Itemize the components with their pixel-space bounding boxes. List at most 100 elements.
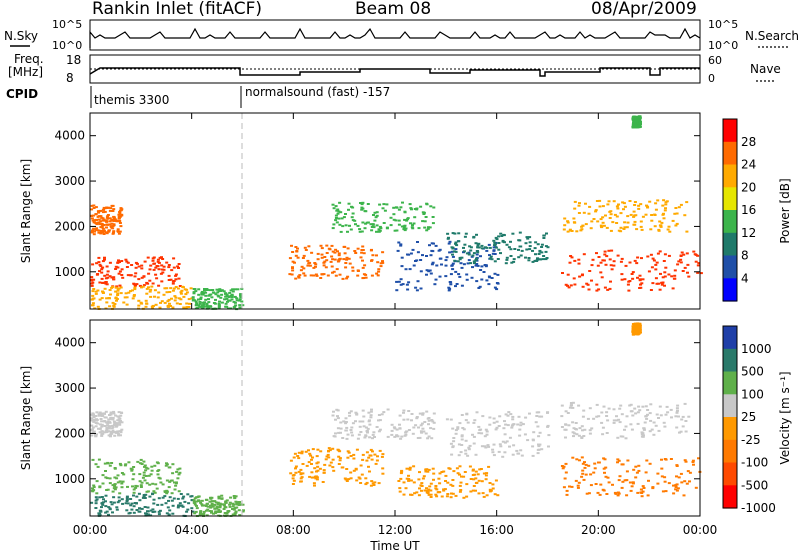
velocity-cell: [235, 503, 239, 506]
velocity-cell: [338, 457, 342, 460]
velocity-cell: [432, 412, 436, 415]
velocity-cell: [587, 492, 591, 495]
velocity-cell: [176, 468, 180, 471]
power-cell: [572, 217, 576, 220]
power-cell: [494, 236, 498, 239]
velocity-cell: [691, 461, 695, 463]
velocity-cell: [601, 433, 605, 436]
power-cell: [333, 258, 337, 261]
power-cell: [153, 295, 156, 298]
velocity-cell: [350, 426, 354, 429]
velocity-cell: [199, 501, 203, 504]
velocity-cell: [177, 490, 181, 493]
power-cell: [131, 297, 135, 300]
power-cell: [658, 288, 662, 291]
velocity-cell: [349, 477, 353, 480]
velocity-cell: [664, 413, 668, 416]
velocity-cell: [546, 424, 550, 427]
power-cell: [230, 298, 234, 301]
velocity-cell: [487, 445, 491, 448]
velocity-cell: [438, 482, 442, 485]
velocity-cell: [464, 439, 468, 442]
power-cell: [108, 209, 112, 212]
velocity-cell: [145, 490, 149, 493]
velocity-cell: [634, 322, 638, 325]
power-cell: [112, 219, 116, 222]
velocity-cell: [182, 495, 186, 498]
velocity-cell: [502, 427, 506, 430]
power-cell: [115, 298, 119, 300]
velocity-cell: [424, 470, 428, 473]
velocity-cell: [510, 426, 514, 429]
power-cell: [172, 257, 176, 260]
power-cell: [419, 259, 423, 261]
power-cell: [344, 224, 348, 227]
power-cell: [517, 239, 521, 242]
power-cell: [95, 262, 99, 265]
power-cell: [101, 266, 105, 269]
power-cell: [165, 291, 169, 294]
velocity-cell: [621, 435, 625, 438]
velocity-cell: [232, 495, 236, 497]
velocity-cell: [296, 455, 300, 457]
velocity-cell: [194, 510, 198, 513]
power-cell: [194, 290, 198, 293]
velocity-cell: [454, 494, 458, 497]
velocity-cell: [596, 491, 600, 494]
power-cell: [320, 247, 324, 250]
power-cell: [94, 290, 98, 293]
velocity-cell: [643, 421, 647, 424]
power-cell: [105, 273, 109, 276]
power-cell: [360, 208, 364, 211]
velocity-cell: [371, 450, 374, 453]
power-colorbar-swatch: [723, 141, 737, 166]
velocity-cell: [132, 511, 136, 514]
power-cell: [306, 264, 310, 267]
power-cell: [457, 240, 461, 243]
power-cell: [404, 268, 408, 271]
velocity-cell: [392, 426, 396, 429]
power-cell: [113, 303, 117, 305]
velocity-cell: [369, 484, 373, 487]
power-cell: [358, 228, 362, 231]
velocity-cell: [629, 423, 633, 426]
velocity-cell: [138, 473, 142, 476]
velocity-cell: [418, 412, 422, 415]
velocity-cell: [228, 503, 232, 506]
power-cell: [409, 252, 413, 255]
power-cell: [198, 300, 202, 303]
power-cell: [598, 205, 602, 208]
power-cell: [334, 205, 338, 208]
power-cell: [350, 205, 353, 208]
velocity-cell: [371, 433, 375, 436]
velocity-cell: [112, 412, 116, 415]
velocity-cell: [396, 435, 400, 438]
power-cell: [215, 288, 219, 291]
velocity-cell: [459, 481, 463, 484]
velocity-cell: [150, 469, 154, 472]
power-cell: [654, 263, 658, 266]
velocity-cell: [676, 404, 680, 407]
power-cell: [192, 291, 196, 294]
power-cell: [91, 229, 94, 232]
power-cell: [134, 261, 138, 264]
velocity-cell: [369, 448, 373, 451]
power-cell: [524, 256, 527, 259]
velocity-cell: [147, 474, 151, 477]
velocity-cell: [577, 404, 581, 407]
velocity-cell: [583, 461, 586, 464]
power-cell: [382, 203, 386, 206]
velocity-cell: [148, 483, 152, 486]
power-cell: [157, 284, 161, 287]
power-cell: [567, 286, 571, 289]
velocity-cell: [623, 428, 626, 431]
power-cell: [646, 255, 650, 258]
velocity-cell: [426, 437, 430, 440]
velocity-cell: [675, 475, 678, 478]
velocity-cell: [297, 451, 301, 454]
power-cell: [617, 203, 620, 206]
power-cell: [353, 250, 357, 252]
power-cell: [435, 264, 439, 267]
velocity-cell: [528, 412, 531, 415]
power-cell: [467, 259, 471, 262]
